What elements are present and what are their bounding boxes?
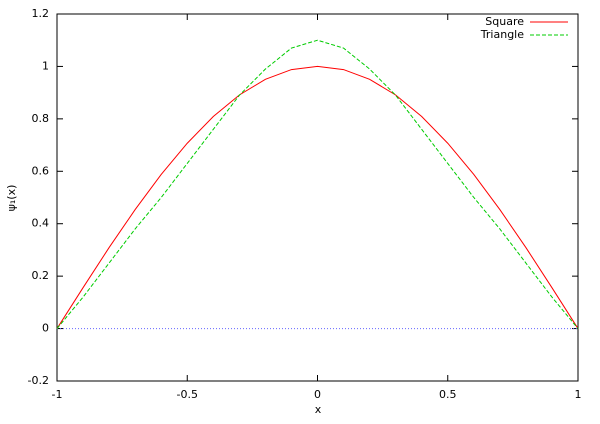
x-axis-label: x — [315, 403, 322, 416]
x-tick-label: 0 — [314, 388, 321, 401]
x-tick-label: -0.5 — [177, 388, 198, 401]
x-tick-label: 0.5 — [439, 388, 457, 401]
series-line — [56, 39, 579, 329]
y-tick-label: -0.2 — [28, 374, 49, 387]
y-tick-label: 0.4 — [32, 217, 50, 230]
legend-label: Triangle — [480, 28, 524, 41]
y-tick-label: 0.2 — [32, 269, 50, 282]
y-axis-label: ψ₁(x) — [5, 185, 18, 212]
y-tick-label: 1.2 — [32, 7, 50, 20]
y-tick-label: 0.6 — [32, 164, 50, 177]
legend-label: Square — [485, 15, 524, 28]
x-tick-label: 1 — [575, 388, 582, 401]
y-tick-label: 0 — [42, 322, 49, 335]
series-line — [56, 65, 579, 329]
plot-border — [56, 13, 579, 382]
y-tick-label: 0.8 — [32, 112, 50, 125]
y-tick-label: 1 — [42, 59, 49, 72]
x-tick-label: -1 — [52, 388, 63, 401]
